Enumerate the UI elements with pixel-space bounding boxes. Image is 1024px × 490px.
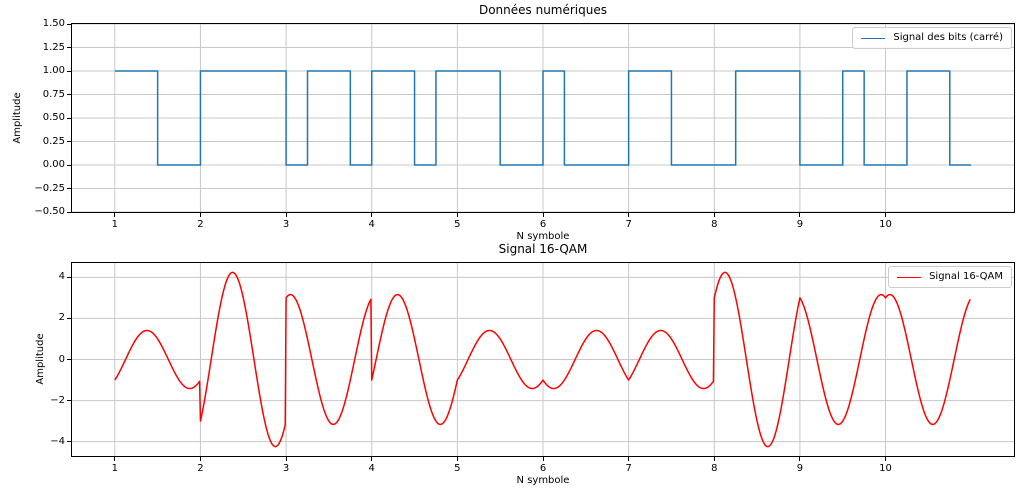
plot1-legend: Signal des bits (carré) — [852, 27, 1012, 49]
plot1-canvas — [72, 24, 1014, 212]
x-tick-mark — [285, 213, 287, 217]
plot1-legend-line-sample — [861, 37, 886, 39]
y-tick-label: 0.50 — [42, 112, 65, 123]
y-tick-label: −0.50 — [34, 206, 65, 217]
y-tick-mark — [67, 400, 71, 402]
x-tick-label: 7 — [625, 463, 632, 474]
y-tick-mark — [67, 441, 71, 443]
x-tick-mark — [885, 457, 887, 461]
plot2-axes: Signal 16-QAM — [71, 262, 1015, 457]
x-tick-label: 3 — [282, 219, 290, 230]
x-tick-label: 8 — [711, 463, 718, 474]
x-tick-label: 8 — [711, 219, 718, 230]
x-tick-label: 6 — [539, 463, 547, 474]
plot2-legend: Signal 16-QAM — [888, 266, 1012, 288]
x-tick-label: 3 — [282, 463, 290, 474]
y-tick-label: 0.75 — [42, 88, 65, 100]
x-tick-mark — [114, 213, 116, 217]
y-tick-mark — [67, 188, 71, 189]
x-tick-mark — [628, 213, 630, 217]
x-tick-label: 4 — [368, 463, 375, 474]
x-tick-label: 10 — [879, 463, 892, 474]
y-tick-mark — [67, 70, 71, 72]
y-tick-mark — [67, 47, 71, 48]
plot2-canvas — [72, 263, 1014, 456]
x-tick-label: 9 — [796, 219, 804, 230]
y-tick-mark — [67, 359, 71, 360]
plot1-legend-label: Signal des bits (carré) — [893, 32, 1003, 43]
y-tick-label: 0 — [58, 353, 65, 365]
y-tick-label: 2 — [58, 312, 65, 324]
plot2-title: Signal 16-QAM — [498, 242, 588, 256]
x-tick-mark — [628, 457, 630, 461]
y-tick-label: −4 — [50, 435, 65, 447]
x-tick-label: 7 — [625, 219, 632, 230]
x-tick-mark — [114, 457, 116, 461]
plot1-axes: Signal des bits (carré) — [71, 23, 1015, 213]
x-tick-mark — [542, 457, 544, 461]
signal-line — [114, 271, 971, 448]
y-tick-mark — [67, 317, 71, 319]
y-tick-mark — [67, 211, 71, 213]
y-tick-mark — [67, 276, 71, 278]
plot1-title: Données numériques — [478, 3, 608, 17]
y-tick-mark — [67, 141, 71, 142]
y-tick-mark — [67, 117, 71, 119]
x-tick-mark — [285, 457, 287, 461]
y-tick-label: 1.00 — [42, 65, 65, 76]
y-tick-label: 0.00 — [42, 159, 65, 170]
x-tick-mark — [799, 213, 801, 217]
x-tick-label: 9 — [796, 463, 804, 474]
x-tick-mark — [542, 213, 544, 217]
plot1-xlabel: N symbole — [516, 231, 570, 242]
x-tick-mark — [885, 213, 887, 217]
y-tick-label: 1.50 — [42, 18, 65, 29]
x-tick-label: 6 — [539, 219, 547, 230]
x-tick-label: 5 — [454, 463, 461, 474]
y-tick-mark — [67, 94, 71, 95]
y-tick-label: −0.25 — [34, 182, 65, 194]
x-tick-mark — [713, 457, 715, 461]
x-tick-label: 2 — [197, 463, 204, 474]
plot2-xlabel: N symbole — [516, 475, 570, 486]
y-tick-label: −2 — [50, 394, 65, 406]
y-tick-label: 1.25 — [42, 41, 65, 53]
x-tick-label: 5 — [454, 219, 461, 230]
x-tick-mark — [371, 213, 373, 217]
x-tick-mark — [199, 213, 201, 217]
x-tick-label: 1 — [111, 463, 118, 474]
x-tick-mark — [456, 457, 458, 461]
plot2-legend-line-sample — [897, 276, 922, 278]
y-tick-label: 0.25 — [42, 135, 65, 147]
x-tick-mark — [456, 213, 458, 217]
y-tick-mark — [67, 23, 71, 25]
x-tick-label: 10 — [879, 219, 892, 230]
x-tick-mark — [713, 213, 715, 217]
x-tick-mark — [371, 457, 373, 461]
x-tick-label: 1 — [111, 219, 118, 230]
x-tick-label: 4 — [368, 219, 375, 230]
signal-line — [114, 70, 972, 166]
x-tick-mark — [199, 457, 201, 461]
x-tick-mark — [799, 457, 801, 461]
plot2-legend-label: Signal 16-QAM — [929, 271, 1003, 282]
y-tick-mark — [67, 164, 71, 166]
x-tick-label: 2 — [197, 219, 204, 230]
y-tick-label: 4 — [58, 271, 65, 283]
